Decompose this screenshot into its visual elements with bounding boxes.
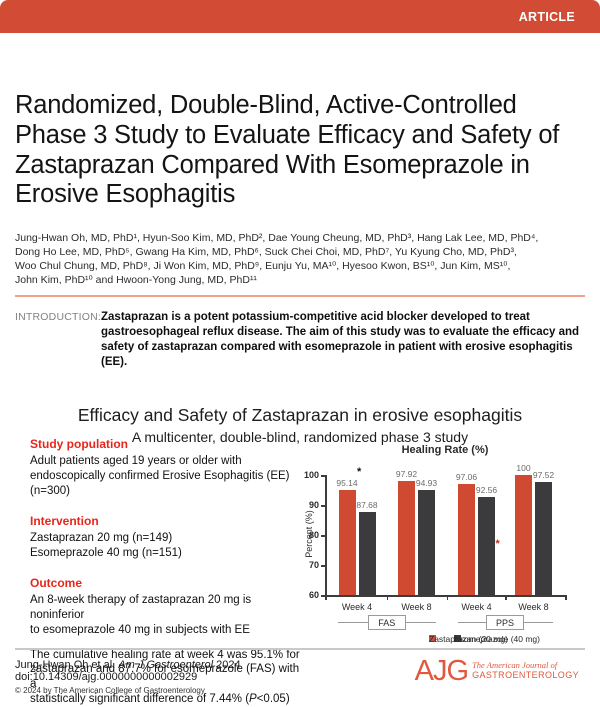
chart-y-axis [325,475,327,596]
chart-x-axis [325,595,565,597]
outcome-heading: Outcome [30,575,83,590]
abstract-subheading: A multicenter, double-blind, randomized … [131,429,469,446]
chart-x-tick [386,595,388,600]
chart-bar-value-label: 97.52 [532,470,555,481]
ajg-logo-text: The American Journal of GASTROENTEROLOGY [472,659,579,681]
chart-bar-esomeprazole-g3 [535,482,552,595]
chart-bar-value-label: 97.06 [455,471,478,482]
study-population-text: Adult patients aged 19 years or older wi… [30,455,290,497]
chart-bar-esomeprazole-g0 [358,511,376,595]
abstract-heading: Efficacy and Safety of Zastaprazan in er… [77,405,523,426]
chart-x-category-label: Week 4 [341,602,373,612]
chart-bar-zastaprazan-g1 [398,481,415,595]
chart-legend: Zastaprazan (20 mg) Esomeprazole (40 mg) [325,634,565,644]
chart-bar-value-label: 87.68 [356,499,378,510]
chart-significance-asterisk: * [495,538,500,551]
chart-x-category-label: Week 8 [401,602,432,612]
intervention-heading: Intervention [30,513,99,528]
citation-block: Jung-Hwan Oh et al. Am J Gastroenterol 2… [15,659,415,695]
outcome-text-2-post: <0.05) [256,693,290,706]
chart-x-tick [446,595,448,600]
chart-significance-asterisk: * [357,465,362,478]
chart-y-tick-label: 90 [308,500,319,510]
chart-y-tick [321,475,325,477]
chart-y-tick-label: 70 [308,560,319,570]
chart-group-label-pps: PPS [486,615,524,630]
chart-bar-value-label: 95.14 [336,477,358,488]
author-divider [15,294,585,297]
footer: Jung-Hwan Oh et al. Am J Gastroenterol 2… [15,648,585,695]
intervention-text: Zastaprazan 20 mg (n=149) Esomeprazole 4… [30,531,182,559]
chart-y-tick-label: 60 [308,590,319,600]
chart-x-tick [325,595,327,600]
chart-group-label-fas: FAS [367,615,406,630]
summary-column: Study population Adult patients aged 19 … [30,437,306,707]
chart-bar-esomeprazole-g2 [478,497,495,595]
chart-bar-zastaprazan-g0 [338,489,356,595]
outcome-text-2-pre: The cumulative healing rate at week 4 wa… [30,648,300,706]
chart-y-tick [321,505,325,507]
chart-y-tick-label: 80 [308,530,319,540]
introduction-block: INTRODUCTION: Zastaprazan is a potent po… [15,310,585,371]
ajg-logo-acronym: AJG [414,655,469,687]
author-list: Jung-Hwan Oh, MD, PhD¹, Hyun-Soo Kim, MD… [15,232,539,286]
introduction-text: Zastaprazan is a potent potassium-compet… [101,310,580,369]
study-population-heading: Study population [30,437,128,451]
outcome-text-1: An 8-week therapy of zastaprazan 20 mg i… [30,593,252,636]
ajg-logo-line1: The American Journal of [472,660,558,670]
chart-x-category-label: Week 4 [461,602,492,612]
citation-journal: Am J Gastroenterol [118,659,214,671]
chart-y-tick-label: 100 [303,470,319,480]
chart-legend-label: Esomeprazole (40 mg) [454,633,540,644]
outcome-text-2: The cumulative healing rate at week 4 wa… [30,648,306,707]
chart-bar-zastaprazan-g3 [515,475,532,595]
chart-y-tick [321,595,325,597]
article-type-banner: ARTICLE [0,0,600,33]
copyright-line: © 2024 by The American College of Gastro… [15,686,205,695]
introduction-label: INTRODUCTION: [15,310,102,323]
chart-bar-value-label: 97.92 [395,469,418,480]
ajg-logo-line2: GASTROENTEROLOGY [472,670,579,681]
citation-authors: Jung-Hwan Oh et al. [15,659,119,671]
outcome-p-value-symbol: P [249,693,257,706]
healing-rate-chart: Healing Rate (%) Percent (%) 60 70 80 90 100 95… [293,440,585,652]
chart-bar-value-label: 94.93 [415,478,438,489]
article-title: Randomized, Double-Blind, Active-Control… [15,91,560,209]
chart-bar-esomeprazole-g1 [418,490,435,595]
chart-bar-value-label: 100 [516,463,531,473]
chart-legend-item: Zastaprazan (20 mg) [429,634,508,644]
ajg-logo: AJG The American Journal of GASTROENTERO… [414,655,585,687]
chart-bar-zastaprazan-g2 [458,483,475,595]
chart-legend-swatch [429,635,436,642]
chart-x-category-label: Week 8 [518,602,549,612]
chart-x-tick [505,595,507,600]
citation-doi: 2024 doi:10.14309/ajg.0000000000002929 [15,659,241,683]
citation-line: Jung-Hwan Oh et al. Am J Gastroenterol 2… [15,659,415,683]
article-type-label: ARTICLE [518,9,575,24]
chart-legend-item: Esomeprazole (40 mg) [454,634,540,644]
chart-y-tick [321,535,325,537]
chart-y-tick [321,565,325,567]
article-head: Randomized, Double-Blind, Active-Control… [15,33,585,445]
chart-bar-value-label: 92.56 [475,485,498,496]
chart-x-tick [565,595,567,600]
chart-title: Healing Rate (%) [401,444,489,456]
chart-legend-swatch [454,635,461,642]
chart-legend-label: Zastaprazan (20 mg) [429,633,508,644]
